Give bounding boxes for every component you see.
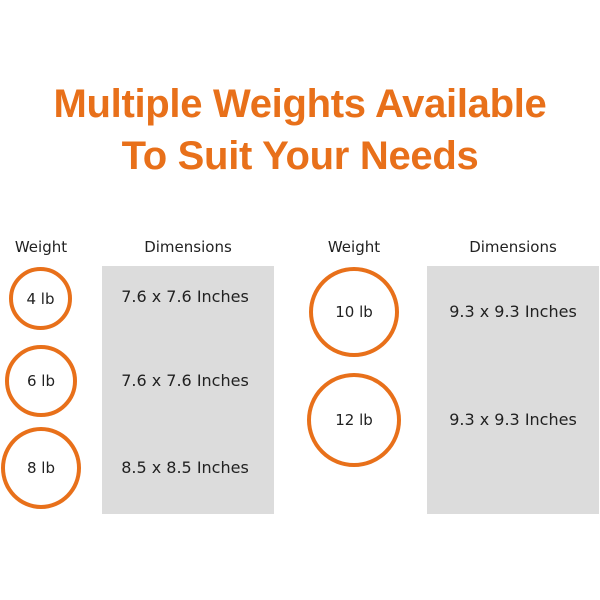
dimension-text: 7.6 x 7.6 Inches xyxy=(121,287,249,306)
dimensions-panel-left xyxy=(102,266,274,514)
weight-header-right: Weight xyxy=(327,238,381,256)
title-line-2: To Suit Your Needs xyxy=(121,134,479,178)
dimension-text: 7.6 x 7.6 Inches xyxy=(121,371,249,390)
weight-badge: 12 lb xyxy=(307,373,401,467)
title-line-1: Multiple Weights Available xyxy=(53,82,547,126)
weight-badge: 6 lb xyxy=(5,345,77,417)
dimensions-header-left: Dimensions xyxy=(144,238,232,256)
dimensions-panel-right xyxy=(427,266,599,514)
weight-badge: 4 lb xyxy=(9,267,72,330)
dimensions-header-right: Dimensions xyxy=(469,238,557,256)
dimension-text: 9.3 x 9.3 Inches xyxy=(449,302,577,321)
dimension-text: 9.3 x 9.3 Inches xyxy=(449,410,577,429)
dimension-text: 8.5 x 8.5 Inches xyxy=(121,458,249,477)
weight-header-left: Weight xyxy=(14,238,68,256)
weight-badge: 10 lb xyxy=(309,267,399,357)
weight-badge: 8 lb xyxy=(1,427,81,509)
